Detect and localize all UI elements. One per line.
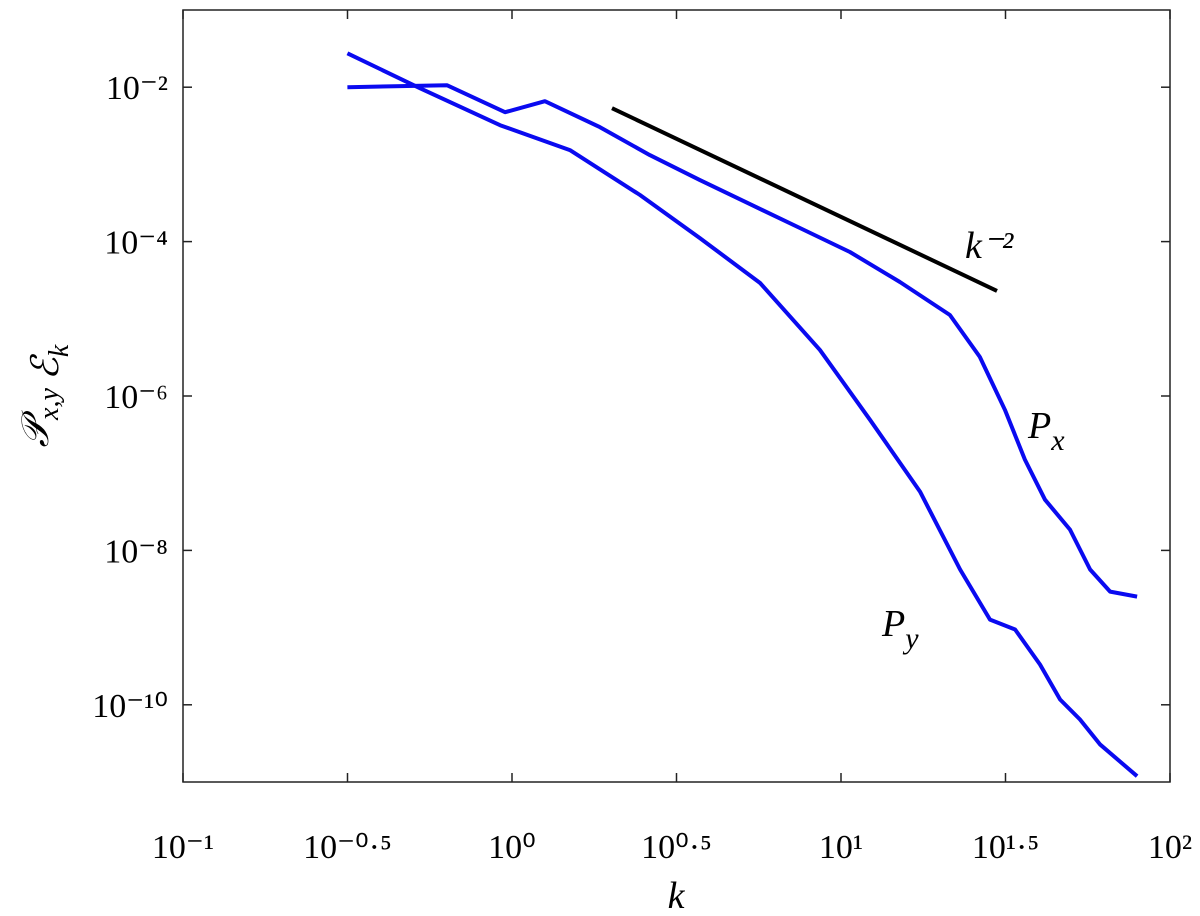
series-label-main: P (1027, 405, 1051, 447)
x-tick-label: 10⁻¹ (152, 829, 214, 866)
series-line (346, 51, 1139, 778)
x-tick-label: 10⁰ (488, 829, 536, 866)
series-label-sub: y (902, 622, 919, 655)
y-label-sub: k (44, 344, 75, 357)
x-axis-label: k (668, 875, 686, 916)
series-label: Px (1027, 405, 1065, 457)
y-tick-label: 10⁻⁸ (104, 533, 168, 570)
series-label: k⁻² (965, 225, 1014, 267)
series-label-sub: x (1050, 424, 1065, 457)
x-tick-label: 10² (1148, 829, 1192, 866)
series-label: Py (881, 603, 919, 655)
x-tick-label: 10¹·⁵ (972, 829, 1039, 866)
y-tick-label: 10⁻² (106, 70, 168, 107)
series-label-main: k⁻² (965, 225, 1014, 267)
plot-frame (182, 9, 1171, 783)
series-line (347, 83, 1138, 599)
x-tick-label: 10⁻⁰·⁵ (303, 829, 392, 866)
y-tick-label: 10⁻⁴ (104, 225, 168, 262)
y-tick-label: 10⁻¹⁰ (92, 688, 168, 725)
y-label-sub: x,y (34, 388, 65, 421)
y-tick-label: 10⁻⁶ (104, 379, 168, 416)
y-axis-label: 𝒫x,yℰk (15, 344, 75, 447)
x-tick-label: 10¹ (819, 829, 863, 866)
y-label-main: ℰ (25, 353, 67, 380)
series-line (611, 106, 998, 293)
x-tick-label: 10⁰·⁵ (641, 829, 712, 866)
series-label-main: P (881, 603, 905, 645)
